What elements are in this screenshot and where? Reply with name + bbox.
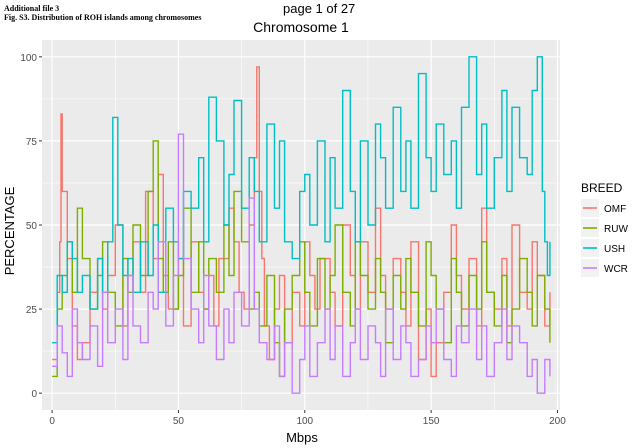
file-label: Additional file 3 [4, 4, 60, 13]
legend-item-wcr: WCR [581, 259, 628, 277]
x-tick-label: 150 [423, 416, 440, 427]
x-axis: 0 50 100 150 200 [49, 410, 566, 427]
legend-item-ush: USH [581, 239, 625, 257]
legend: BREED OMF RUW USH WCR [581, 181, 628, 277]
legend-item-omf: OMF [581, 199, 626, 217]
y-tick-label: 25 [26, 305, 38, 316]
legend-label: USH [604, 244, 625, 255]
chart-title: Chromosome 1 [253, 19, 349, 35]
x-tick-label: 0 [49, 416, 55, 427]
series-layer [52, 56, 551, 394]
series-line-ush [52, 56, 551, 344]
series-line-omf [52, 66, 551, 378]
x-tick-label: 50 [173, 416, 185, 427]
y-tick-label: 75 [26, 137, 38, 148]
legend-title: BREED [581, 181, 623, 195]
x-tick-label: 100 [296, 416, 313, 427]
legend-item-ruw: RUW [581, 219, 628, 237]
page-indicator: page 1 of 27 [283, 1, 356, 16]
legend-label: RUW [604, 224, 628, 235]
y-tick-label: 100 [20, 53, 37, 64]
series-line-wcr [52, 133, 551, 394]
legend-label: WCR [604, 264, 628, 275]
y-axis-label: PERCENTAGE [2, 186, 17, 275]
legend-label: OMF [604, 204, 626, 215]
x-axis-label: Mbps [286, 430, 318, 445]
header-left: Additional file 3 Fig. S3. Distribution … [4, 4, 201, 22]
figure-caption: Fig. S3. Distribution of ROH islands amo… [4, 13, 202, 22]
y-tick-label: 0 [31, 389, 37, 400]
y-tick-label: 50 [26, 221, 38, 232]
y-axis: 0 25 50 75 100 [20, 53, 42, 400]
x-tick-label: 200 [549, 416, 566, 427]
